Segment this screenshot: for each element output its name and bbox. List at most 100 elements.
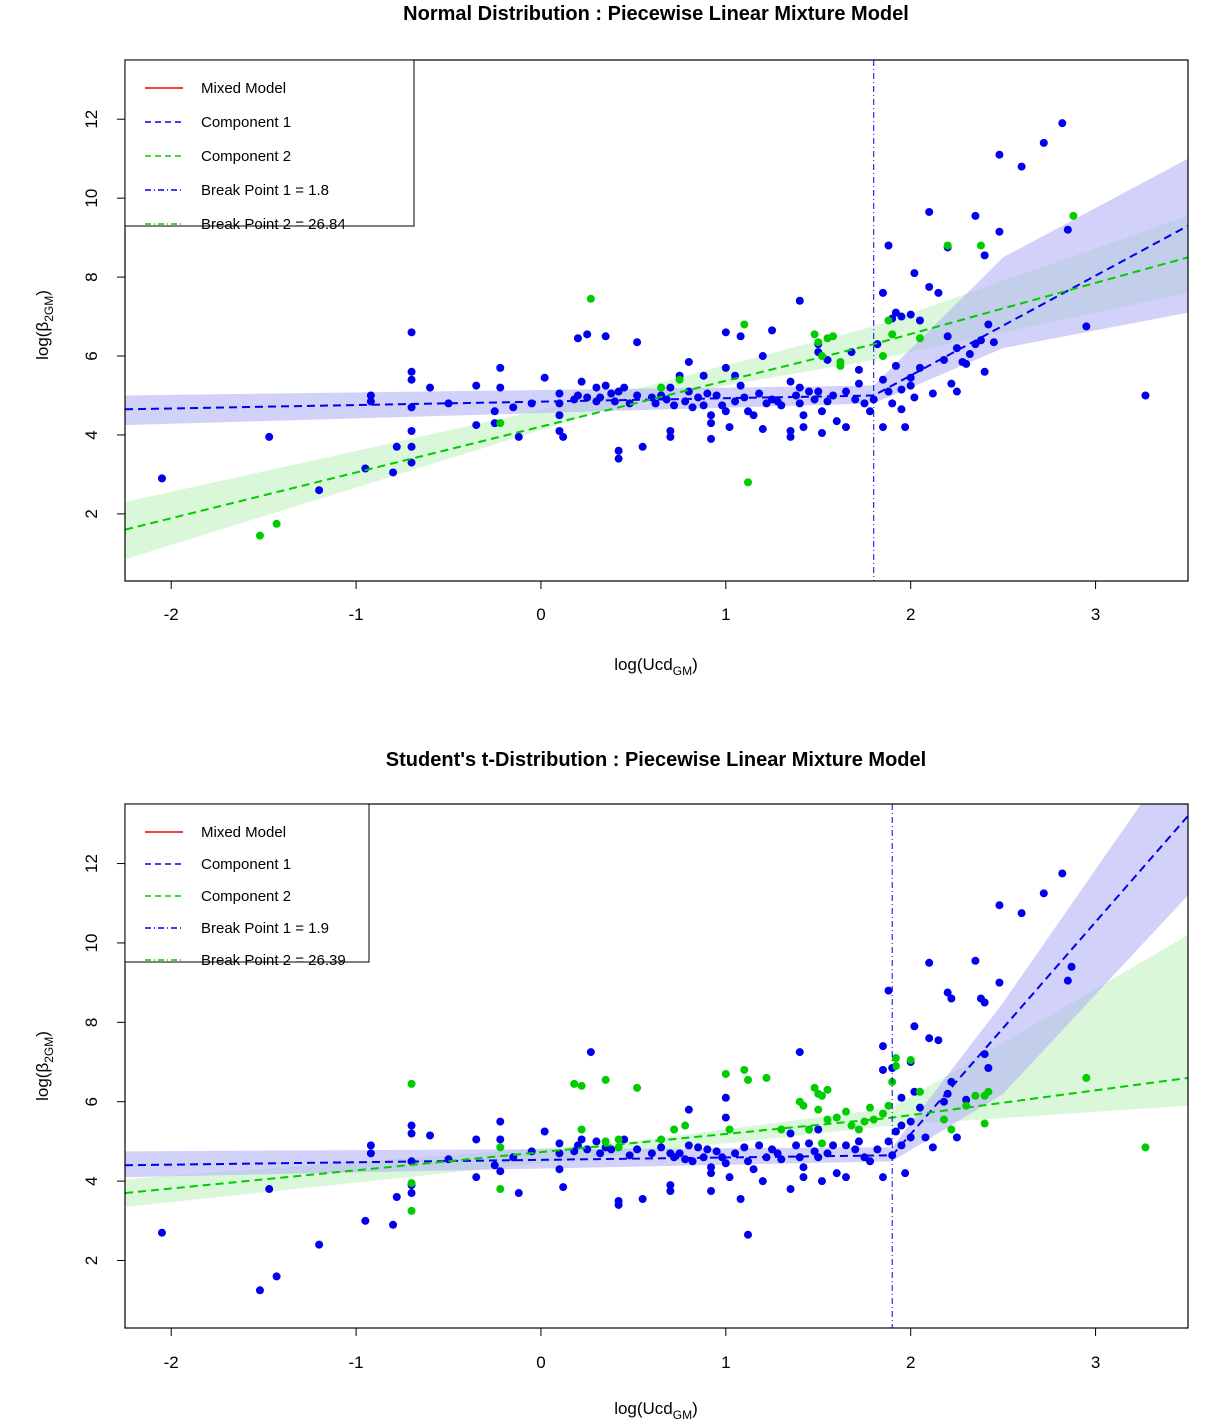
data-point-component-1 [407, 458, 416, 467]
data-point-component-1 [740, 393, 749, 402]
data-point-component-1 [786, 427, 795, 436]
data-point-component-1 [971, 956, 980, 965]
data-point-component-1 [906, 373, 915, 382]
x-tick-label: 2 [906, 1353, 915, 1372]
x-tick-label: 3 [1091, 605, 1100, 624]
data-point-component-1 [878, 1042, 887, 1051]
data-point-component-1 [823, 355, 832, 364]
legend-label: Component 1 [201, 114, 291, 131]
data-point-component-1 [906, 310, 915, 319]
data-point-component-1 [625, 1151, 634, 1160]
data-point-component-1 [744, 407, 753, 416]
data-point-component-1 [921, 1133, 930, 1142]
data-point-component-2 [1069, 211, 1078, 220]
y-tick-label: 4 [82, 430, 101, 439]
data-point-component-1 [407, 1129, 416, 1138]
data-point-component-1 [707, 1187, 716, 1196]
legend-label: Break Point 1 = 1.8 [201, 182, 329, 199]
data-point-component-1 [633, 1145, 642, 1154]
data-point-component-1 [527, 399, 536, 408]
data-point-component-1 [799, 423, 808, 432]
data-point-component-1 [614, 387, 623, 396]
data-point-component-1 [736, 332, 745, 341]
student-t-distribution-chart: Student's t-Distribution : Piecewise Lin… [33, 749, 1189, 1422]
x-tick-label: 2 [906, 605, 915, 624]
data-point-component-1 [265, 1185, 274, 1194]
data-point-component-1 [884, 387, 893, 396]
data-point-component-1 [888, 399, 897, 408]
plot-area [125, 119, 1188, 560]
data-point-component-1 [901, 423, 910, 432]
y-tick-label: 10 [82, 189, 101, 208]
data-point-component-1 [707, 419, 716, 428]
data-point-component-1 [792, 391, 801, 400]
data-point-component-1 [758, 352, 767, 361]
data-point-component-1 [725, 1173, 734, 1182]
data-point-component-2 [657, 383, 666, 392]
data-point-component-2 [860, 1117, 869, 1126]
data-point-component-1 [607, 389, 616, 398]
data-point-component-1 [614, 446, 623, 455]
data-point-component-1 [744, 1230, 753, 1239]
data-point-component-2 [601, 1075, 610, 1084]
data-point-component-1 [707, 411, 716, 420]
data-point-component-1 [901, 1169, 910, 1178]
data-point-component-1 [925, 958, 934, 967]
data-point-component-2 [915, 334, 924, 343]
data-point-component-1 [860, 399, 869, 408]
data-point-component-1 [854, 1137, 863, 1146]
data-point-component-2 [721, 1069, 730, 1078]
data-point-component-1 [976, 336, 985, 345]
data-point-component-1 [943, 988, 952, 997]
data-point-component-1 [814, 387, 823, 396]
data-point-component-2 [740, 1065, 749, 1074]
y-tick-label: 10 [82, 933, 101, 952]
data-point-component-1 [897, 1093, 906, 1102]
data-point-component-1 [540, 373, 549, 382]
data-point-component-1 [540, 1127, 549, 1136]
data-point-component-1 [817, 407, 826, 416]
data-point-component-1 [749, 411, 758, 420]
data-point-component-1 [910, 269, 919, 278]
data-point-component-2 [255, 531, 264, 540]
data-point-component-1 [744, 1157, 753, 1166]
fit-line-component-1 [125, 224, 1188, 411]
data-point-component-1 [610, 397, 619, 406]
data-point-component-1 [555, 389, 564, 398]
data-point-component-1 [614, 1200, 623, 1209]
data-point-component-1 [851, 1145, 860, 1154]
data-point-component-1 [984, 320, 993, 329]
data-point-component-1 [980, 998, 989, 1007]
data-point-component-1 [361, 1216, 370, 1225]
data-point-component-1 [878, 1173, 887, 1182]
data-point-component-1 [841, 1173, 850, 1182]
data-point-component-1 [699, 371, 708, 380]
data-point-component-2 [817, 1091, 826, 1100]
data-point-component-1 [891, 1127, 900, 1136]
data-point-component-1 [601, 332, 610, 341]
data-point-component-1 [891, 361, 900, 370]
confidence-band-component-1 [125, 158, 1188, 426]
data-point-component-2 [744, 478, 753, 487]
data-point-component-1 [989, 338, 998, 347]
data-point-component-1 [878, 288, 887, 297]
data-point-component-1 [947, 379, 956, 388]
data-point-component-1 [407, 442, 416, 451]
legend-label: Break Point 2 = 26.39 [201, 952, 346, 969]
legend: Mixed Model Component 1 Component 2 Break P… [124, 59, 415, 233]
data-point-component-1 [786, 1129, 795, 1138]
data-point-component-1 [768, 326, 777, 335]
data-point-component-1 [749, 1165, 758, 1174]
data-point-component-2 [869, 1115, 878, 1124]
data-point-component-1 [934, 288, 943, 297]
plot-area [125, 804, 1188, 1295]
data-point-component-1 [666, 427, 675, 436]
data-point-component-2 [823, 1115, 832, 1124]
x-tick-label: 1 [721, 1353, 730, 1372]
data-point-component-2 [891, 1054, 900, 1063]
data-point-component-1 [1063, 225, 1072, 234]
data-point-component-1 [366, 1141, 375, 1150]
data-point-component-2 [1141, 1143, 1150, 1152]
data-point-component-2 [976, 241, 985, 250]
x-tick-label: 0 [536, 1353, 545, 1372]
